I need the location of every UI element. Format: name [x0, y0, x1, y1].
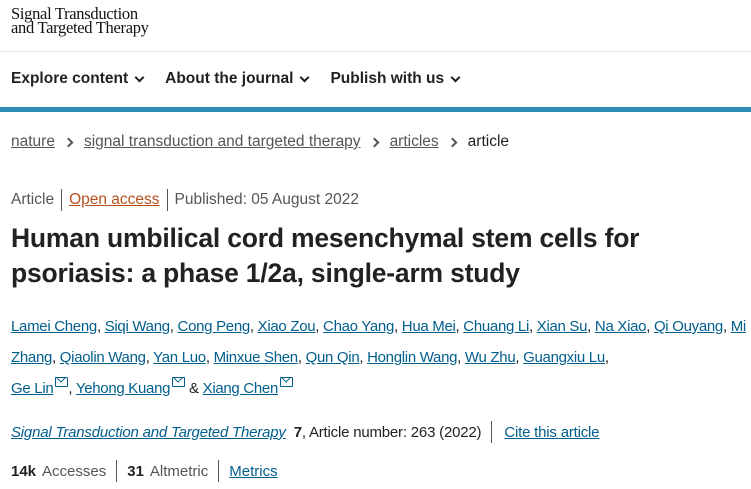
chevron-down-icon	[134, 72, 145, 82]
nav-publish-with-us[interactable]: Publish with us	[330, 70, 461, 88]
volume: 7	[293, 423, 302, 441]
author-link[interactable]: Wu Zhu	[464, 349, 516, 366]
author-link[interactable]: Chao Yang	[323, 318, 395, 335]
author-link[interactable]: Chuang Li	[463, 318, 529, 335]
logo-line: and Targeted Therapy	[11, 18, 149, 37]
author-link[interactable]: Qun Qin	[305, 349, 360, 366]
breadcrumb: nature signal transduction and targeted …	[11, 133, 509, 151]
author-link[interactable]: Cong Peng	[177, 318, 251, 335]
divider	[0, 51, 751, 52]
article-number: , Article number: 263 (2022)	[301, 423, 482, 441]
nav-label: About the journal	[165, 70, 294, 87]
author-link[interactable]: Lamei Cheng	[11, 318, 97, 335]
accesses-label: Accesses	[42, 462, 107, 480]
author-link[interactable]: Ge Lin	[11, 380, 54, 397]
journal-logo[interactable]: Signal Transduction and Targeted Therapy	[11, 4, 149, 37]
nav-label: Explore content	[11, 70, 129, 87]
separator	[218, 460, 220, 482]
nav-explore-content[interactable]: Explore content	[11, 70, 145, 88]
author-list: Lamei Cheng, Siqi Wang, Cong Peng, Xiao …	[11, 318, 746, 397]
article-meta: Article Open access Published: 05 August…	[11, 189, 359, 211]
nav-label: Publish with us	[330, 70, 445, 87]
author-link[interactable]: Hua Mei	[401, 318, 456, 335]
chevron-right-icon	[369, 137, 380, 147]
chevron-down-icon	[299, 72, 310, 82]
author-link[interactable]: Qiaolin Wang	[59, 349, 146, 366]
author-link[interactable]: Na Xiao	[594, 318, 647, 335]
breadcrumb-current: article	[467, 133, 510, 150]
metrics-link[interactable]: Metrics	[229, 462, 278, 480]
author-link[interactable]: Yan Luo	[153, 349, 206, 366]
citation: Signal Transduction and Targeted Therapy…	[11, 421, 600, 443]
author-link[interactable]: Xiao Zou	[257, 318, 316, 335]
accent-bar	[0, 107, 751, 112]
author-link[interactable]: Xiang Chen	[202, 380, 279, 397]
separator	[116, 460, 118, 482]
breadcrumb-articles[interactable]: articles	[389, 133, 439, 150]
author-link[interactable]: Siqi Wang	[104, 318, 170, 335]
author-link[interactable]: Qi Ouyang	[653, 318, 723, 335]
author-link[interactable]: Yehong Kuang	[75, 380, 171, 397]
author-link[interactable]: Guangxiu Lu	[523, 349, 605, 366]
separator	[491, 421, 493, 443]
breadcrumb-nature[interactable]: nature	[11, 133, 55, 150]
email-icon[interactable]	[55, 377, 69, 387]
author-link[interactable]: Honglin Wang	[367, 349, 458, 366]
separator	[166, 189, 168, 211]
nav-about-journal[interactable]: About the journal	[165, 70, 310, 88]
cite-this-article-link[interactable]: Cite this article	[504, 423, 600, 441]
altmetric-count: 31	[127, 462, 144, 480]
altmetric-label: Altmetric	[149, 462, 209, 480]
article-type: Article	[11, 191, 55, 208]
chevron-down-icon	[450, 72, 461, 82]
accesses-count: 14k	[11, 462, 37, 480]
author-link[interactable]: Mi Zhang	[11, 318, 746, 366]
journal-link[interactable]: Signal Transduction and Targeted Therapy	[11, 423, 286, 441]
email-icon[interactable]	[172, 377, 186, 387]
author-link[interactable]: Minxue Shen	[213, 349, 299, 366]
email-icon[interactable]	[280, 377, 294, 387]
article-stats: 14k Accesses 31 Altmetric Metrics	[11, 460, 278, 482]
separator	[61, 189, 63, 211]
published-date: Published: 05 August 2022	[174, 191, 359, 208]
chevron-right-icon	[63, 137, 74, 147]
open-access-link[interactable]: Open access	[69, 191, 160, 208]
article-title: Human umbilical cord mesenchymal stem ce…	[11, 223, 640, 288]
logo-line: Signal Transduction	[11, 4, 138, 23]
breadcrumb-journal[interactable]: signal transduction and targeted therapy	[83, 133, 361, 150]
main-nav: Explore content About the journal Publis…	[11, 70, 481, 88]
author-link[interactable]: Xian Su	[536, 318, 588, 335]
chevron-right-icon	[447, 137, 458, 147]
